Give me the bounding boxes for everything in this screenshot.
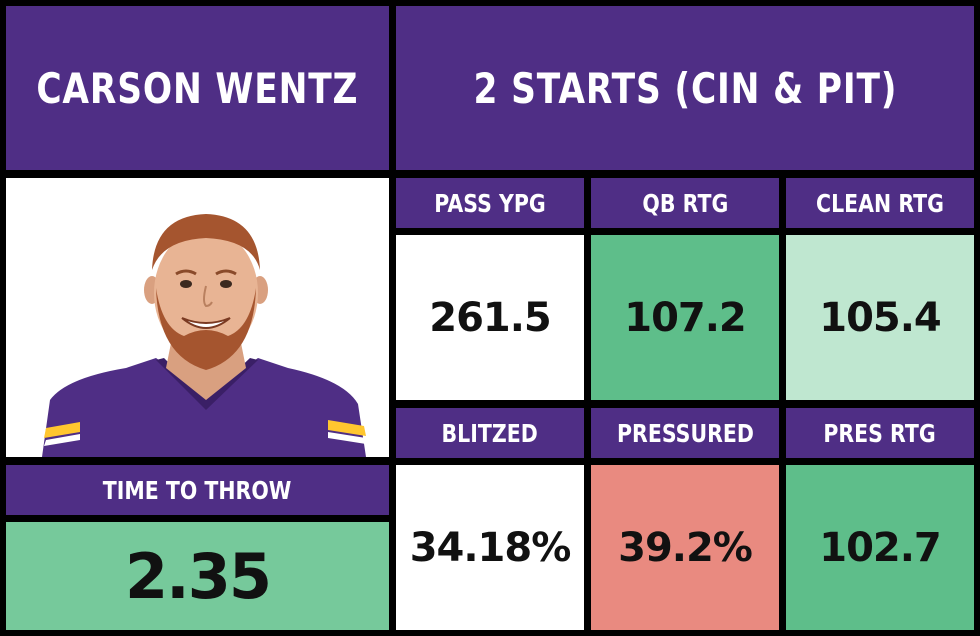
player-photo [6, 178, 389, 457]
stat-label: BLITZED [441, 418, 539, 448]
starts-label: 2 STARTS (CIN & PIT) [473, 63, 897, 113]
stat-value-pass-ypg: 261.5 [396, 235, 584, 400]
stat-value: 105.4 [819, 294, 942, 341]
stat-value: 34.18% [409, 524, 572, 571]
stat-header-blitzed: BLITZED [396, 408, 584, 458]
stat-value-pressured: 39.2% [591, 465, 779, 630]
stat-label: PASS YPG [434, 188, 546, 218]
stat-label: PRES RTG [823, 418, 937, 448]
time-to-throw-cell: 2.35 [6, 522, 389, 630]
player-name-header: CARSON WENTZ [6, 6, 389, 170]
stat-value-pres-rtg: 102.7 [786, 465, 974, 630]
stat-value: 107.2 [624, 294, 747, 341]
stat-label: PRESSURED [616, 418, 754, 448]
time-to-throw-header: TIME TO THROW [6, 465, 389, 515]
player-portrait-image [42, 214, 366, 457]
player-name: CARSON WENTZ [36, 63, 359, 113]
stat-value: 102.7 [819, 524, 942, 571]
stat-value: 261.5 [429, 294, 552, 341]
stat-value: 39.2% [618, 524, 753, 571]
starts-header: 2 STARTS (CIN & PIT) [396, 6, 974, 170]
stat-header-pres-rtg: PRES RTG [786, 408, 974, 458]
stat-value-blitzed: 34.18% [396, 465, 584, 630]
stat-value-clean-rtg: 105.4 [786, 235, 974, 400]
time-to-throw-label: TIME TO THROW [103, 475, 292, 505]
stat-value-qb-rtg: 107.2 [591, 235, 779, 400]
stat-header-pass-ypg: PASS YPG [396, 178, 584, 228]
stat-header-clean-rtg: CLEAN RTG [786, 178, 974, 228]
stat-header-qb-rtg: QB RTG [591, 178, 779, 228]
stat-label: QB RTG [642, 188, 728, 218]
time-to-throw-value: 2.35 [125, 539, 272, 613]
stat-label: CLEAN RTG [816, 188, 944, 218]
stat-header-pressured: PRESSURED [591, 408, 779, 458]
